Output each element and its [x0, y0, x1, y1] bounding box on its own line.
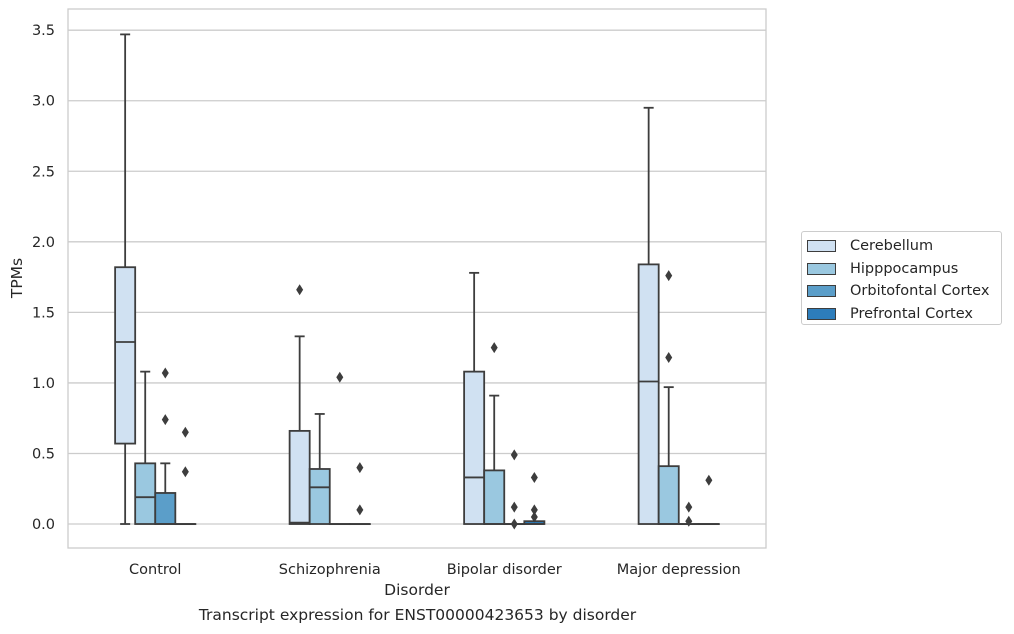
legend: Cerebellum Hipppocampus Orbitofontal Corte…: [801, 231, 1002, 325]
outlier-point: [181, 466, 189, 478]
outlier-point: [356, 504, 364, 516]
outlier-point: [665, 352, 673, 364]
y-tick-label: 2.5: [32, 164, 55, 180]
box-cerebellum-2: [463, 271, 486, 525]
y-tick-label: 0.5: [32, 446, 55, 462]
outlier-point: [510, 518, 518, 530]
outlier-point: [356, 462, 364, 474]
y-tick-label: 0.0: [32, 517, 55, 533]
outlier-point: [665, 270, 673, 282]
outlier-point: [530, 471, 538, 483]
legend-label: Cerebellum: [850, 238, 934, 255]
x-tick-label: Control: [129, 562, 181, 578]
legend-item: Orbitofontal Cortex: [807, 280, 1001, 303]
x-tick-label: Bipolar disorder: [447, 562, 562, 578]
legend-swatch: [807, 308, 836, 321]
box-body: [114, 266, 137, 445]
gridlines: [68, 29, 766, 525]
plot-frame: [67, 8, 767, 549]
y-tick-label: 3.0: [32, 94, 55, 110]
legend-item: Hipppocampus: [807, 258, 1001, 281]
box-body: [483, 469, 506, 525]
y-tick-label: 2.0: [32, 235, 55, 251]
box-hipppocampus-0: [134, 370, 157, 525]
x-axis-label: Disorder: [384, 581, 450, 599]
box-prefrontal-cortex-0: [174, 426, 197, 526]
box-prefrontal-cortex-2: [523, 471, 546, 525]
outlier-point: [161, 414, 169, 426]
outlier-point: [705, 474, 713, 486]
y-tick-label: 1.0: [32, 376, 55, 392]
box-cerebellum-3: [637, 106, 660, 525]
legend-label: Prefrontal Cortex: [850, 306, 973, 323]
y-tick-labels: 0.0 0.5 1.0 1.5 2.0 2.5 3.0 3.5: [32, 23, 55, 533]
box-body: [637, 263, 660, 525]
x-tick-labels: Control Schizophrenia Bipolar disorder Majo…: [129, 562, 741, 578]
box-orbitofontal-cortex-2: [503, 449, 526, 530]
outlier-point: [336, 371, 344, 383]
boxes-layer: [114, 33, 720, 530]
outlier-point: [510, 449, 518, 461]
x-tick-label: Major depression: [617, 562, 741, 578]
box-hipppocampus-3: [657, 270, 680, 525]
box-hipppocampus-1: [308, 413, 331, 525]
outlier-point: [161, 367, 169, 379]
legend-swatch: [807, 240, 836, 253]
outlier-point: [685, 515, 693, 527]
box-body: [134, 462, 157, 525]
box-cerebellum-0: [114, 33, 137, 525]
y-tick-label: 3.5: [32, 23, 55, 39]
box-prefrontal-cortex-3: [697, 474, 720, 526]
box-body: [308, 468, 331, 525]
x-tick-label: Schizophrenia: [279, 562, 381, 578]
legend-item: Cerebellum: [807, 235, 1001, 258]
legend-swatch: [807, 262, 836, 275]
outlier-point: [510, 501, 518, 513]
outlier-point: [181, 426, 189, 438]
box-orbitofontal-cortex-3: [677, 501, 700, 527]
box-body: [463, 370, 486, 525]
box-prefrontal-cortex-1: [348, 462, 371, 526]
outlier-point: [685, 501, 693, 513]
y-axis-label: TPMs: [8, 258, 26, 299]
legend-label: Hipppocampus: [850, 260, 959, 277]
figure-caption: Transcript expression for ENST0000042365…: [198, 606, 637, 624]
box-body: [288, 429, 311, 525]
legend-label: Orbitofontal Cortex: [850, 283, 990, 300]
legend-item: Prefrontal Cortex: [807, 303, 1001, 326]
box-hipppocampus-2: [483, 342, 506, 525]
outlier-point: [296, 284, 304, 296]
box-cerebellum-1: [288, 284, 311, 525]
legend-swatch: [807, 285, 836, 298]
box-orbitofontal-cortex-0: [154, 367, 177, 525]
y-tick-label: 1.5: [32, 305, 55, 321]
box-body: [154, 492, 177, 525]
box-body: [657, 465, 680, 525]
box-orbitofontal-cortex-1: [328, 371, 351, 526]
outlier-point: [530, 511, 538, 523]
outlier-point: [490, 342, 498, 354]
outlier-point: [530, 504, 538, 516]
